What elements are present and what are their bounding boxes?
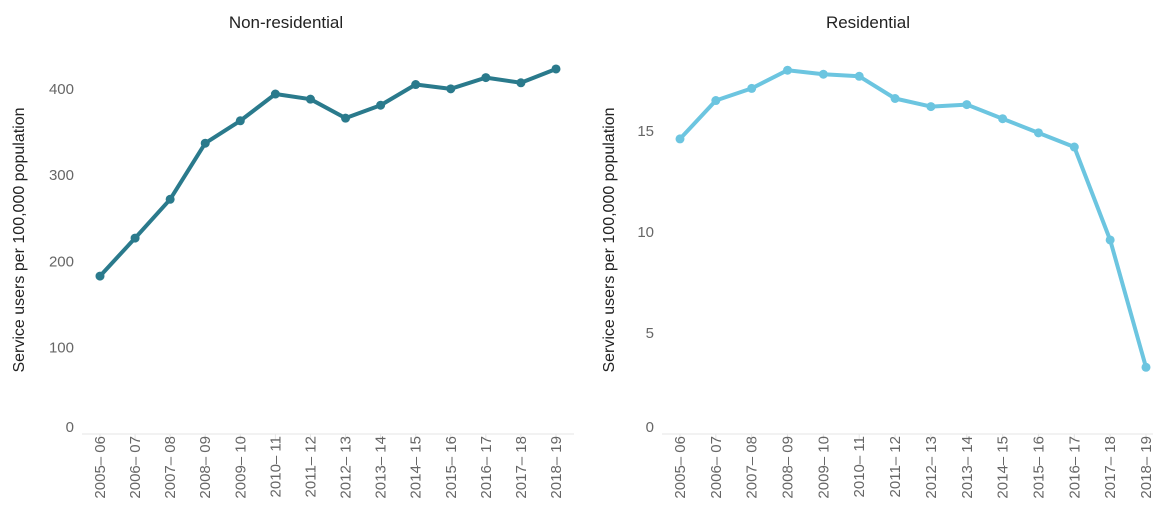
data-point bbox=[235, 116, 245, 126]
data-point bbox=[675, 134, 685, 144]
y-tick-label: 0 bbox=[646, 419, 654, 436]
data-point bbox=[270, 89, 280, 99]
data-point bbox=[481, 73, 491, 83]
y-axis-label: Service users per 100,000 population bbox=[11, 107, 28, 372]
data-point bbox=[95, 271, 105, 281]
data-point bbox=[818, 69, 828, 79]
x-tick-label: 2017– 18 bbox=[513, 436, 530, 499]
x-tick-label: 2012– 13 bbox=[923, 436, 940, 499]
x-tick-label: 2007– 08 bbox=[744, 436, 761, 499]
data-point bbox=[998, 114, 1008, 124]
x-tick-label: 2010– 11 bbox=[851, 436, 868, 497]
data-point bbox=[411, 80, 421, 90]
data-point bbox=[551, 64, 561, 74]
marks: 0 5 10 15 2005– 06 2006– 07 2007– 08 2008– 09 20… bbox=[637, 65, 1153, 499]
x-tick-label: 2005– 06 bbox=[92, 436, 109, 499]
series-line bbox=[678, 68, 1148, 370]
x-tick-label: 2018– 19 bbox=[1138, 436, 1153, 499]
y-tick-label: 10 bbox=[637, 224, 654, 241]
data-point bbox=[926, 102, 936, 112]
y-tick-label: 100 bbox=[49, 340, 74, 357]
x-tick-label: 2011– 12 bbox=[302, 436, 319, 497]
y-tick-label: 200 bbox=[49, 253, 74, 270]
y-tick-label: 0 bbox=[66, 419, 74, 436]
marks: 0 100 200 300 400 2005– 06 2006– 07 2007– 08 200… bbox=[49, 64, 574, 499]
y-tick-label: 15 bbox=[637, 123, 654, 140]
data-point bbox=[376, 100, 386, 110]
x-tick-label: 2008– 09 bbox=[780, 436, 797, 499]
data-point bbox=[1033, 128, 1043, 138]
data-point bbox=[1141, 362, 1151, 372]
y-tick-label: 5 bbox=[646, 325, 654, 342]
x-tick-label: 2018– 19 bbox=[548, 436, 565, 499]
y-axis-label: Service users per 100,000 population bbox=[601, 107, 618, 372]
x-tick-label: 2005– 06 bbox=[672, 436, 689, 499]
x-tick-label: 2012– 13 bbox=[338, 436, 355, 499]
x-tick-label: 2013– 14 bbox=[373, 436, 390, 499]
data-point bbox=[305, 94, 315, 104]
data-point bbox=[446, 84, 456, 94]
x-tick-label: 2008– 09 bbox=[197, 436, 214, 499]
data-point bbox=[962, 100, 972, 110]
panel-title: Residential bbox=[826, 13, 910, 32]
data-point bbox=[854, 71, 864, 81]
panel-non-residential: Non-residential Service users per 100,00… bbox=[11, 13, 574, 499]
x-tick-label: 2015– 16 bbox=[443, 436, 460, 499]
x-tick-label: 2009– 10 bbox=[232, 436, 249, 499]
panel-title: Non-residential bbox=[229, 13, 343, 32]
x-tick-label: 2006– 07 bbox=[708, 436, 725, 499]
x-tick-label: 2009– 10 bbox=[815, 436, 832, 499]
data-point bbox=[200, 138, 210, 148]
x-tick-label: 2014– 15 bbox=[408, 436, 425, 499]
x-tick-label: 2010– 11 bbox=[267, 436, 284, 497]
x-tick-label: 2013– 14 bbox=[959, 436, 976, 499]
x-tick-label: 2016– 17 bbox=[478, 436, 495, 499]
data-point bbox=[1105, 235, 1115, 245]
data-point bbox=[165, 194, 175, 204]
data-point bbox=[341, 113, 351, 123]
x-tick-label: 2015– 16 bbox=[1030, 436, 1047, 499]
series-line bbox=[98, 66, 558, 279]
x-tick-label: 2017– 18 bbox=[1102, 436, 1119, 499]
data-point bbox=[516, 78, 526, 88]
data-point bbox=[890, 94, 900, 104]
x-tick-label: 2016– 17 bbox=[1066, 436, 1083, 499]
data-point bbox=[783, 65, 793, 75]
data-point bbox=[711, 96, 721, 106]
data-point bbox=[130, 233, 140, 243]
panel-residential: Residential Service users per 100,000 po… bbox=[601, 13, 1153, 499]
data-point bbox=[1069, 142, 1079, 152]
x-tick-label: 2007– 08 bbox=[162, 436, 179, 499]
x-tick-label: 2011– 12 bbox=[887, 436, 904, 497]
data-point bbox=[747, 83, 757, 93]
y-tick-label: 400 bbox=[49, 81, 74, 98]
y-tick-label: 300 bbox=[49, 167, 74, 184]
x-tick-label: 2006– 07 bbox=[127, 436, 144, 499]
x-tick-label: 2014– 15 bbox=[995, 436, 1012, 499]
